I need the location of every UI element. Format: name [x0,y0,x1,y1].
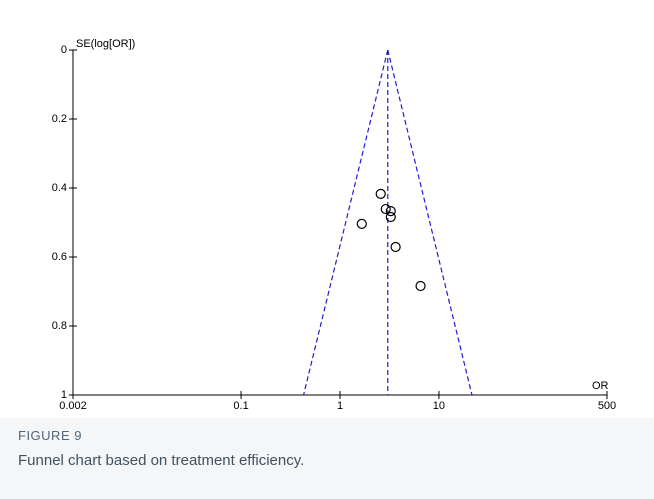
figure-label: FIGURE 9 [18,428,82,443]
study-point [375,188,386,199]
figure-caption: Funnel chart based on treatment efficien… [18,452,305,469]
study-point [390,241,401,253]
x-tick-label: 0.002 [59,400,87,412]
study-point [415,280,426,292]
x-tick-label: 0.1 [233,400,248,412]
y-tick-label: 0.6 [52,251,67,263]
x-tick-label: 1 [337,400,343,412]
y-tick-label: 0.4 [52,182,67,194]
study-point [385,206,396,217]
chart: SE(log[OR]) OR 00.20.40.60.810.002 0.1 1 10… [51,37,617,412]
funnel-right [387,49,473,396]
x-tick-label: 500 [598,400,616,412]
y-tick-label: 0.8 [52,320,67,332]
study-point [356,218,367,229]
funnel-left [302,49,389,396]
y-tick-label: 0 [61,44,67,56]
x-tick-label: 10 [433,400,445,412]
y-tick-label: 1 [61,389,67,401]
study-point [385,211,396,223]
x-axis-label: OR [592,380,609,392]
study-point [380,203,391,215]
y-tick-label: 0.2 [52,113,67,125]
y-axis-label: SE(log[OR]) [76,38,135,50]
